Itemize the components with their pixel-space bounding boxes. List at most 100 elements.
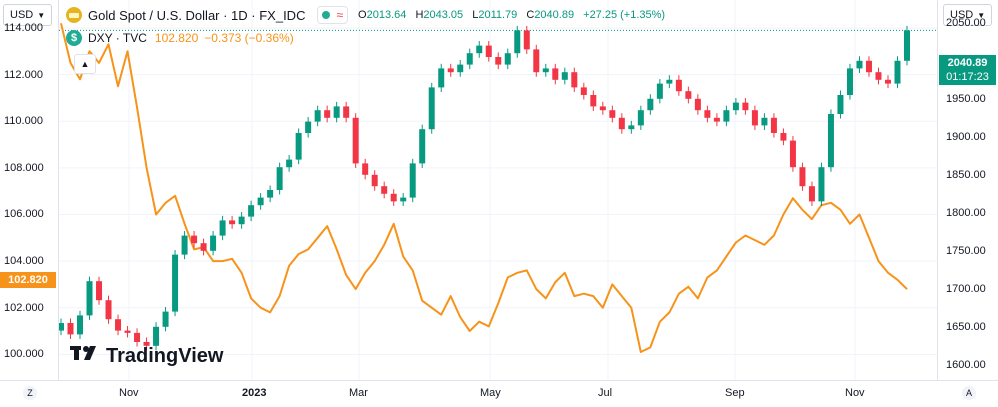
gold-candle xyxy=(352,117,359,164)
gold-candle xyxy=(827,114,834,168)
left-scale-label: USD xyxy=(10,9,34,21)
gold-candle xyxy=(67,323,74,335)
left-axis-tick-label: 112.000 xyxy=(4,68,43,81)
gold-candle xyxy=(267,190,274,198)
gold-candle xyxy=(675,79,682,92)
gold-candle xyxy=(618,117,625,130)
gold-candle xyxy=(656,83,663,99)
gold-candle xyxy=(371,174,378,187)
gold-candle xyxy=(628,125,635,130)
gold-candle xyxy=(571,72,578,88)
wave-icon: ≈ xyxy=(336,8,344,22)
gold-candle xyxy=(647,98,654,111)
tradingview-logo[interactable]: TradingView xyxy=(70,344,223,368)
gold-candle xyxy=(808,186,815,202)
gold-candle xyxy=(542,68,549,73)
gold-candle xyxy=(400,197,407,202)
gold-candle xyxy=(818,167,825,202)
gold-candle xyxy=(276,167,283,190)
gold-candle xyxy=(865,60,872,73)
gold-candle xyxy=(637,110,644,126)
gold-candle xyxy=(134,332,141,342)
gold-candle xyxy=(789,140,796,168)
collapse-legend-button[interactable]: ▲ xyxy=(74,54,96,74)
gold-candle xyxy=(295,133,302,160)
gold-candle xyxy=(238,216,245,225)
right-axis-tick-label: 1950.00 xyxy=(946,92,986,105)
open-label: O xyxy=(358,9,367,21)
gold-candle xyxy=(172,254,179,312)
price-chart[interactable] xyxy=(59,0,937,380)
gold-candle xyxy=(837,95,844,114)
gold-candle xyxy=(552,68,559,80)
gold-candle xyxy=(561,72,568,80)
gold-candle xyxy=(447,68,454,73)
gold-candle xyxy=(846,68,853,95)
gold-candle xyxy=(457,64,464,73)
gold-candle xyxy=(77,315,84,335)
gold-candle xyxy=(438,68,445,88)
right-axis-tick-label: 1850.00 xyxy=(946,168,986,181)
gold-candle xyxy=(381,186,388,194)
dxy-value: 102.820 xyxy=(154,31,199,45)
time-axis-tick-label: Mar xyxy=(349,387,368,399)
gold-candle xyxy=(153,326,160,346)
gold-candle xyxy=(115,319,122,331)
time-axis-tick-label: 2023 xyxy=(242,387,267,399)
gold-candle xyxy=(751,110,758,126)
left-axis-tick-label: 100.000 xyxy=(4,348,44,361)
main-series-legend[interactable]: Gold Spot / U.S. Dollar · 1D · FX_IDC ≈ … xyxy=(66,6,671,24)
right-axis-tick-label: 2050.00 xyxy=(946,16,986,29)
chevron-down-icon: ▼ xyxy=(977,11,986,20)
time-axis[interactable] xyxy=(0,380,998,407)
gold-candle xyxy=(704,110,711,118)
time-axis-tick-label: Nov xyxy=(119,387,139,399)
gold-candle xyxy=(770,117,777,133)
left-axis-tick-label: 106.000 xyxy=(4,208,44,221)
right-scale-currency-button[interactable]: USD ▼ xyxy=(943,4,993,26)
gold-candle xyxy=(713,117,720,122)
gold-candle xyxy=(162,311,169,327)
gold-candle xyxy=(428,87,435,130)
chevron-up-icon: ▲ xyxy=(80,59,90,69)
close-label: C xyxy=(526,9,535,21)
left-price-axis[interactable]: USD ▼ 114.000 112.000 110.000 108.000 106.000… xyxy=(0,0,59,380)
gold-candle xyxy=(362,163,369,175)
gold-candle xyxy=(257,197,264,206)
gold-candle xyxy=(875,72,882,80)
zoom-reset-button[interactable]: Z xyxy=(23,386,37,400)
dxy-series-legend[interactable]: $ DXY · TVC 102.820 −0.373 (−0.36%) xyxy=(66,30,294,46)
dxy-change: −0.373 (−0.36%) xyxy=(204,31,294,45)
close-value: 2040.89 xyxy=(534,9,575,21)
auto-scale-button[interactable]: A xyxy=(962,386,976,400)
gold-candle xyxy=(742,102,749,111)
right-scale-label: USD xyxy=(950,9,974,21)
gold-candle xyxy=(590,95,597,107)
gold-last-price-badge: 2040.89 01:17:23 xyxy=(939,55,996,85)
right-axis-tick-label: 1900.00 xyxy=(946,130,986,143)
main-series-title: Gold Spot / U.S. Dollar · 1D · FX_IDC xyxy=(88,7,306,23)
dxy-line xyxy=(60,23,908,353)
gold-candle xyxy=(904,30,910,61)
gold-candle xyxy=(761,117,768,126)
gold-candle xyxy=(580,87,587,95)
gold-candle xyxy=(732,102,739,111)
left-axis-tick-label: 104.000 xyxy=(4,255,44,268)
gold-candle xyxy=(419,129,426,164)
gold-candle xyxy=(143,342,150,346)
left-scale-currency-button[interactable]: USD ▼ xyxy=(3,4,53,26)
market-status-pill[interactable]: ≈ xyxy=(317,6,349,24)
gold-candle xyxy=(124,330,131,333)
right-axis-tick-label: 1800.00 xyxy=(946,206,986,219)
gold-candle xyxy=(219,220,226,236)
gold-candle xyxy=(723,110,730,122)
high-label: H xyxy=(415,9,424,21)
gold-bar-icon xyxy=(66,7,82,23)
gold-candle xyxy=(523,30,530,50)
gold-candle xyxy=(694,98,701,111)
gold-candle xyxy=(59,323,64,331)
gold-candle xyxy=(856,60,863,69)
gold-candle xyxy=(390,193,397,202)
left-axis-tick-label: 110.000 xyxy=(4,115,43,128)
low-value: 2011.79 xyxy=(478,9,518,21)
